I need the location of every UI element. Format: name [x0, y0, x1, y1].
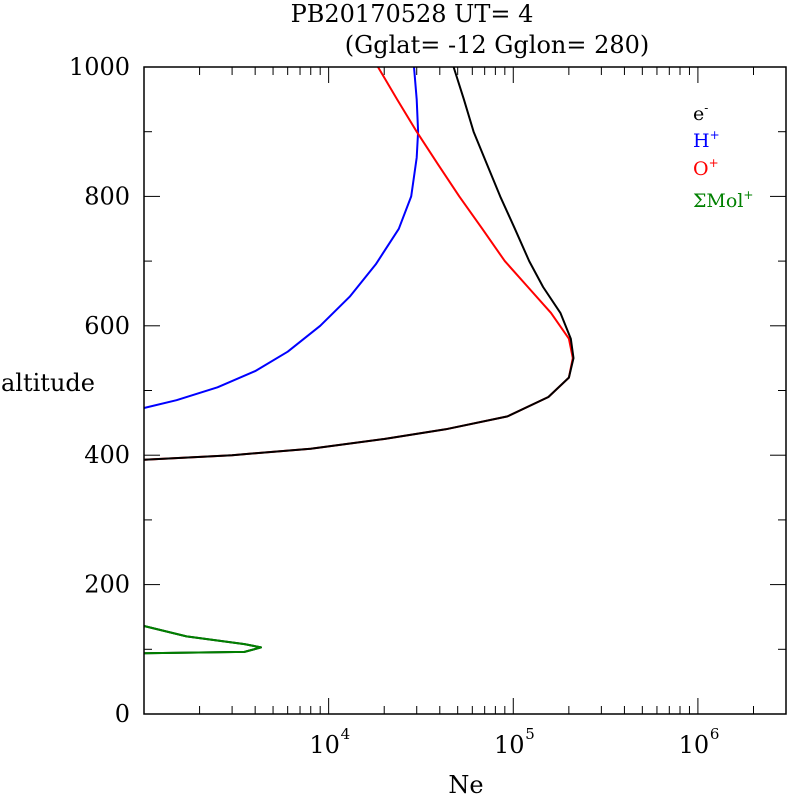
y-axis-label: altitude	[1, 369, 95, 397]
x-tick-label: 10	[679, 731, 710, 759]
y-tick-label: 200	[84, 571, 130, 599]
x-tick-label: 10	[494, 731, 525, 759]
chart-title-line2: (Gglat= -12 Gglon= 280)	[345, 31, 650, 59]
curve-layer	[143, 66, 575, 655]
legend-entry: H+	[693, 128, 720, 152]
plot-frame	[143, 66, 787, 715]
x-tick-label-exponent: 5	[525, 725, 535, 743]
legend-entry: O+	[693, 156, 719, 180]
chart-title-line1: PB20170528 UT= 4	[291, 0, 534, 28]
y-tick-label: 400	[84, 441, 130, 469]
series-line-1	[143, 66, 420, 409]
y-tick-label: 800	[84, 182, 130, 210]
legend-entry: ΣMol+	[693, 188, 753, 212]
x-axis-label: Ne	[448, 771, 483, 795]
x-tick-label-exponent: 6	[710, 725, 720, 743]
x-tick-label-exponent: 4	[341, 725, 351, 743]
tick-layer	[143, 66, 787, 715]
y-tick-label: 0	[115, 700, 130, 728]
series-line-4	[143, 66, 575, 461]
y-tick-label: 600	[84, 312, 130, 340]
legend: e- H+ O+ ΣMol+	[693, 101, 753, 212]
series-line-2	[143, 66, 574, 461]
legend-entry: e-	[693, 101, 708, 125]
x-tick-label: 10	[309, 731, 340, 759]
series-line-5	[143, 625, 262, 655]
y-tick-label: 1000	[69, 53, 130, 81]
